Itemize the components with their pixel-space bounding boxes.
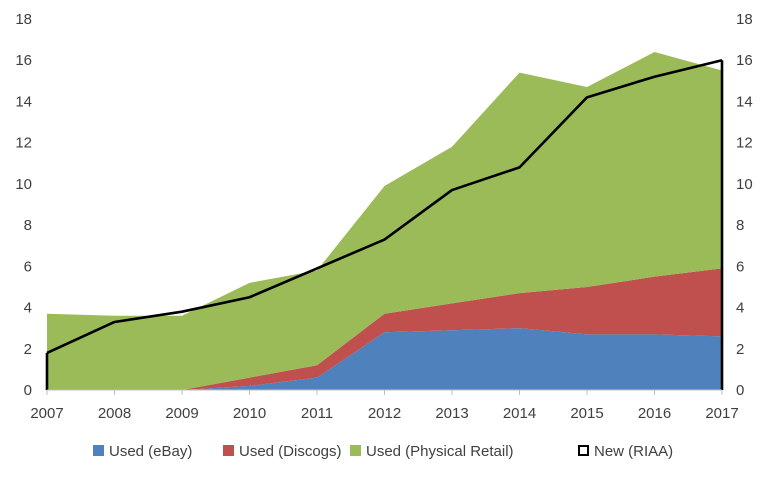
y-tick-label: 16 <box>15 52 32 69</box>
x-tick-label: 2013 <box>435 405 468 422</box>
y-tick-label: 2 <box>24 341 32 358</box>
y-tick-label: 14 <box>15 93 32 110</box>
legend-item-used-discogs: Used (Discogs) <box>223 443 342 460</box>
y2-tick-label: 18 <box>736 11 753 28</box>
x-tick-label: 2009 <box>165 405 198 422</box>
legend-label: Used (eBay) <box>109 443 192 460</box>
legend-label: New (RIAA) <box>594 443 673 460</box>
line-new-riaa <box>46 58 723 355</box>
y2-tick-label: 8 <box>736 217 744 234</box>
legend-swatch <box>578 445 589 456</box>
legend-item-used-physical-retail: Used (Physical Retail) <box>350 443 514 460</box>
left-axis-ticks: 0 2 4 6 8 10 12 14 16 18 <box>15 11 32 399</box>
y-tick-label: 8 <box>24 217 32 234</box>
y-tick-label: 10 <box>15 176 32 193</box>
y2-tick-label: 12 <box>736 135 753 152</box>
x-tick-label: 2017 <box>705 405 738 422</box>
legend-label: Used (Physical Retail) <box>366 443 514 460</box>
legend-swatch <box>223 445 234 456</box>
legend-label: Used (Discogs) <box>239 443 342 460</box>
legend-item-used-ebay: Used (eBay) <box>93 443 192 460</box>
y2-tick-label: 6 <box>736 258 744 275</box>
legend: Used (eBay) Used (Discogs) Used (Physical … <box>93 443 673 460</box>
legend-item-new-riaa: New (RIAA) <box>578 443 673 460</box>
y2-tick-label: 0 <box>736 382 744 399</box>
y2-tick-label: 4 <box>736 300 744 317</box>
x-tick-label: 2012 <box>368 405 401 422</box>
x-tick-label: 2014 <box>503 405 536 422</box>
legend-swatch <box>350 445 361 456</box>
y-tick-label: 18 <box>15 11 32 28</box>
y2-tick-label: 10 <box>736 176 753 193</box>
stacked-areas <box>47 51 722 390</box>
x-tick-label: 2008 <box>98 405 131 422</box>
y-tick-label: 4 <box>24 300 32 317</box>
y2-tick-label: 16 <box>736 52 753 69</box>
axes <box>46 389 723 395</box>
y-tick-label: 12 <box>15 135 32 152</box>
x-tick-label: 2010 <box>233 405 266 422</box>
y-tick-label: 6 <box>24 258 32 275</box>
area-used-ebay <box>47 328 722 390</box>
x-tick-label: 2011 <box>301 405 333 422</box>
y2-tick-label: 2 <box>736 341 744 358</box>
x-tick-label: 2007 <box>30 405 63 422</box>
x-axis-ticks: 2007 2008 2009 2010 2011 2012 2013 2014 2015 2016… <box>30 405 738 422</box>
line-series <box>45 58 724 390</box>
right-axis-ticks: 0 2 4 6 8 10 12 14 16 18 <box>736 11 753 399</box>
y2-tick-label: 14 <box>736 93 753 110</box>
x-tick-label: 2015 <box>570 405 603 422</box>
legend-swatch <box>93 445 104 456</box>
x-tick-label: 2016 <box>638 405 671 422</box>
y-tick-label: 0 <box>24 382 32 399</box>
area-used-discogs <box>47 268 722 390</box>
